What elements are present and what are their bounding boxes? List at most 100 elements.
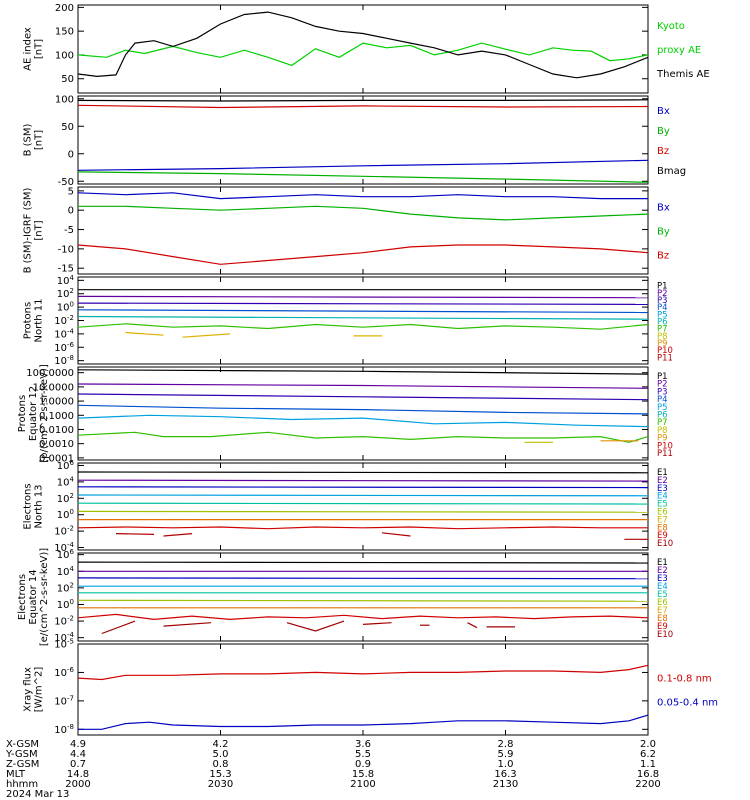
xaxis-value: 5.5 bbox=[355, 749, 371, 760]
ytick-label: 0 bbox=[68, 206, 74, 217]
xaxis-value: 4.2 bbox=[213, 739, 229, 750]
xaxis-value: 6.2 bbox=[640, 749, 656, 760]
ytick-label: 10-6 bbox=[54, 341, 74, 354]
ytick-label: 10-2 bbox=[54, 525, 74, 538]
xaxis-value: 2130 bbox=[493, 779, 518, 790]
series-line-en-2 bbox=[77, 486, 649, 489]
ytick-label: 0.0100 bbox=[39, 425, 74, 436]
legend-entry: E3 bbox=[657, 574, 668, 584]
xaxis-value: 15.3 bbox=[209, 769, 231, 780]
legend-entry: Bmag bbox=[657, 166, 686, 177]
ytick-label: -10 bbox=[58, 244, 74, 255]
series-line-ae-0 bbox=[77, 42, 649, 67]
ytick-label: 10-4 bbox=[54, 327, 74, 340]
legend-entry: E6 bbox=[657, 598, 668, 608]
series-line-ee-11 bbox=[362, 622, 392, 625]
legend-entry: Bx bbox=[657, 203, 670, 214]
ytick-label: 106 bbox=[57, 459, 75, 472]
legend-entry: P4 bbox=[657, 395, 668, 405]
xaxis-value: 2100 bbox=[350, 779, 375, 790]
series-line-ee-7 bbox=[77, 613, 649, 621]
xaxis-value: 16.8 bbox=[637, 769, 659, 780]
legend-entry: E8 bbox=[657, 614, 668, 624]
ytick-label: 100.0000 bbox=[26, 368, 74, 379]
panel-frame-b bbox=[77, 95, 649, 185]
series-line-ae-1 bbox=[77, 11, 649, 79]
xaxis-value: 14.8 bbox=[67, 769, 89, 780]
legend-entry: E1 bbox=[657, 558, 668, 568]
legend-entry: Bz bbox=[657, 251, 669, 262]
series-line-xray-0 bbox=[77, 664, 649, 681]
y-axis-label: AE index bbox=[23, 27, 34, 71]
xaxis-value: 2.0 bbox=[640, 739, 656, 750]
series-line-xray-1 bbox=[78, 714, 649, 730]
series-line-ee-10 bbox=[286, 620, 345, 632]
legend-entry: Kyoto bbox=[657, 21, 685, 32]
xaxis-row-label: Z-GSM bbox=[6, 759, 39, 770]
legend-entry: P2 bbox=[657, 289, 668, 299]
series-line-en-10 bbox=[381, 532, 411, 537]
xaxis-row-label: Y-GSM bbox=[5, 749, 38, 760]
ytick-label: 1.0000 bbox=[39, 397, 74, 408]
legend-entry: P7 bbox=[657, 418, 668, 428]
ytick-label: 10-7 bbox=[54, 694, 74, 707]
series-line-en-9 bbox=[163, 533, 193, 537]
legend-entry: By bbox=[657, 126, 670, 137]
legend-entry: Themis AE bbox=[656, 69, 710, 80]
legend-entry: E4 bbox=[657, 492, 668, 502]
series-line-dbigrf-2 bbox=[77, 244, 649, 265]
ytick-label: 100 bbox=[55, 50, 74, 61]
legend-entry: E1 bbox=[657, 468, 668, 478]
legend-entry: E2 bbox=[657, 566, 668, 576]
series-line-ee-9 bbox=[163, 622, 212, 627]
legend-entry: E9 bbox=[657, 622, 668, 632]
xaxis-row-label: X-GSM bbox=[6, 739, 39, 750]
legend-entry: E6 bbox=[657, 507, 668, 517]
date-label: 2024 Mar 13 bbox=[6, 789, 69, 800]
ytick-label: 10-5 bbox=[54, 638, 74, 651]
xaxis-value: 0.7 bbox=[70, 759, 86, 770]
series-line-b-1 bbox=[77, 104, 649, 109]
ytick-label: 10.0000 bbox=[33, 382, 74, 393]
xaxis-row-label: MLT bbox=[6, 769, 26, 780]
y-axis-label: [nT] bbox=[34, 220, 45, 240]
xaxis-value: 5.9 bbox=[498, 749, 514, 760]
y-axis-label: [nT] bbox=[34, 130, 45, 150]
legend-entry: P4 bbox=[657, 303, 668, 313]
y-axis-label: B (SM) bbox=[23, 123, 34, 156]
xaxis-value: 0.8 bbox=[213, 759, 229, 770]
ytick-label: 10-8 bbox=[54, 354, 74, 367]
y-axis-label: Xray flux bbox=[23, 667, 34, 712]
panel-frame-en bbox=[77, 462, 649, 551]
ytick-label: 104 bbox=[57, 274, 75, 287]
legend-entry: P11 bbox=[657, 353, 673, 363]
legend-entry: Bz bbox=[657, 146, 669, 157]
series-line-b-0 bbox=[77, 99, 649, 102]
series-line-en-7 bbox=[77, 526, 648, 530]
ytick-label: 102 bbox=[57, 287, 74, 300]
series-line-en-0 bbox=[77, 471, 649, 474]
legend-entry: E10 bbox=[657, 630, 673, 640]
series-line-en-3 bbox=[77, 494, 649, 497]
ytick-label: 150 bbox=[55, 27, 74, 38]
series-line-pe-2 bbox=[77, 393, 649, 401]
ytick-label: 104 bbox=[57, 565, 75, 578]
legend-entry: P5 bbox=[657, 403, 668, 413]
ytick-label: -5 bbox=[64, 225, 74, 236]
legend-entry: E7 bbox=[657, 606, 668, 616]
legend-entry: 0.05-0.4 nm bbox=[657, 698, 718, 709]
series-line-en-1 bbox=[77, 479, 649, 482]
xaxis-value: 5.0 bbox=[213, 749, 229, 760]
y-axis-label: Electrons bbox=[23, 483, 34, 529]
y-axis-label: Equator 12 bbox=[28, 386, 39, 441]
legend-entry: P1 bbox=[657, 282, 668, 292]
y-axis-label: Electrons bbox=[17, 574, 28, 620]
xaxis-value: 2030 bbox=[208, 779, 233, 790]
series-line-pn-3 bbox=[77, 309, 649, 314]
legend-entry: P9 bbox=[657, 434, 668, 444]
ytick-label: 0.1000 bbox=[39, 411, 74, 422]
ytick-label: 10-4 bbox=[54, 631, 74, 644]
series-line-ee-8 bbox=[101, 620, 136, 635]
legend-entry: E4 bbox=[657, 582, 668, 592]
legend-entry: P6 bbox=[657, 318, 668, 328]
